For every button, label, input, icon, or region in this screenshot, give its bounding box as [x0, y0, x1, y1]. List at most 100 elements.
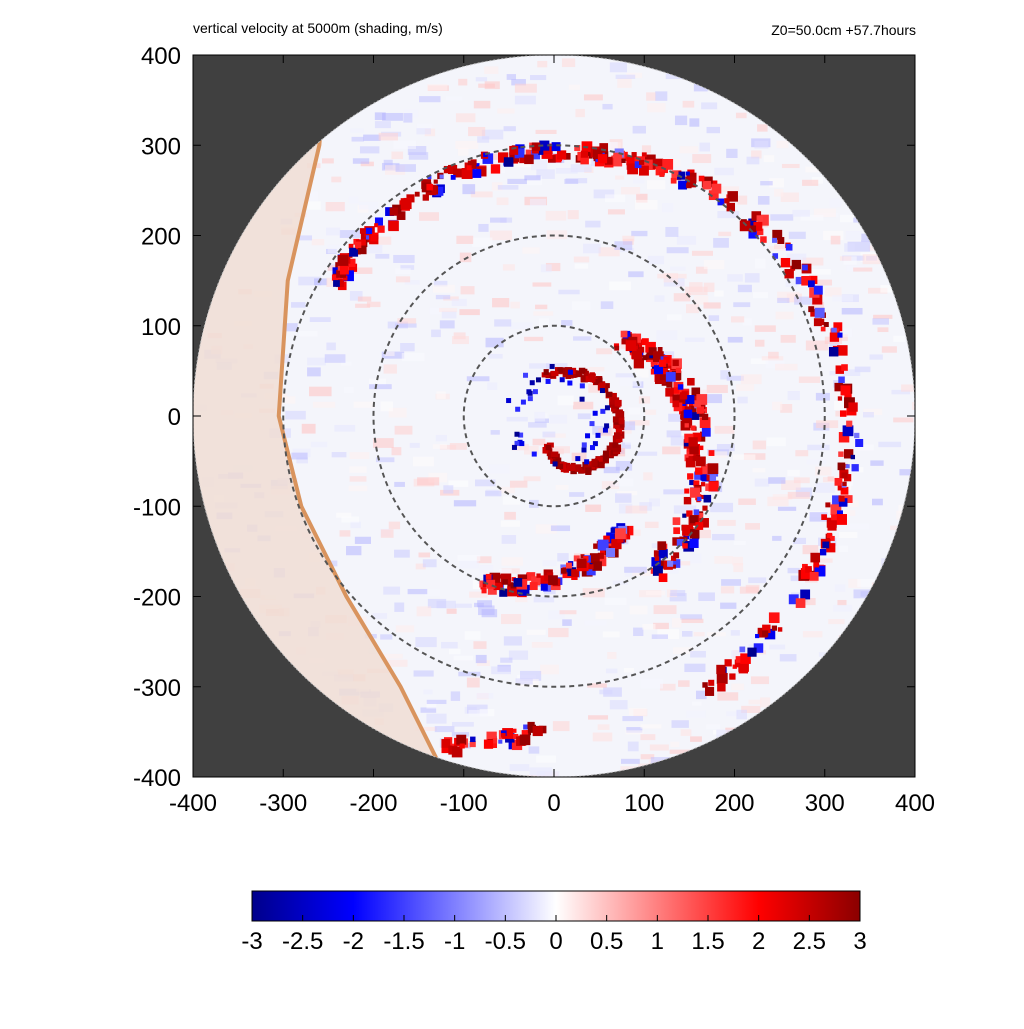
field-patch	[435, 294, 451, 300]
eyewall-cell	[615, 428, 622, 435]
field-patch	[690, 736, 702, 742]
field-patch	[811, 279, 833, 286]
field-patch	[727, 274, 743, 282]
downdraft-cell	[515, 406, 521, 412]
field-patch	[745, 523, 760, 530]
field-patch	[901, 384, 915, 392]
field-patch	[291, 302, 306, 308]
field-patch	[488, 353, 503, 359]
field-patch	[535, 524, 557, 534]
y-axis: 400 300 200 100 0 -100 -200 -300 -400	[133, 43, 915, 792]
updraft-cell	[851, 464, 859, 472]
updraft-cell	[689, 487, 701, 498]
x-tick-label: -100	[440, 790, 488, 817]
downdraft-cell	[581, 442, 587, 448]
field-patch	[484, 81, 500, 90]
field-patch	[310, 441, 328, 448]
eyewall-cell	[545, 372, 554, 379]
updraft-cell	[592, 149, 603, 160]
updraft-cell	[738, 664, 749, 674]
updraft-cell	[841, 472, 848, 479]
field-patch	[862, 254, 883, 265]
updraft-cell	[693, 509, 700, 515]
downdraft-cell	[529, 380, 535, 386]
field-patch	[449, 648, 461, 655]
updraft-cell	[695, 522, 704, 530]
colorbar: -3 -2.5 -2 -1.5 -1 -0.5 0 0.5 1 1.5 2 2.5 3	[241, 890, 867, 955]
updraft-cell	[834, 382, 843, 392]
field-patch	[533, 596, 555, 603]
field-patch	[276, 396, 296, 404]
field-patch	[839, 328, 853, 337]
field-patch	[596, 348, 613, 355]
field-patch	[588, 715, 609, 720]
field-patch	[768, 351, 779, 359]
updraft-cell	[679, 402, 688, 412]
field-patch	[674, 115, 688, 126]
field-patch	[625, 505, 648, 514]
field-patch	[654, 295, 665, 302]
updraft-cell	[829, 535, 835, 541]
field-patch	[757, 124, 768, 132]
updraft-cell	[510, 582, 517, 589]
field-patch	[489, 464, 510, 474]
field-patch	[689, 282, 703, 293]
updraft-cell	[651, 557, 661, 567]
eyewall-cell	[591, 458, 598, 467]
updraft-cell	[667, 360, 676, 369]
field-patch	[670, 266, 686, 271]
field-patch	[472, 237, 493, 247]
field-patch	[561, 320, 573, 326]
updraft-cell	[671, 564, 676, 569]
updraft-cell	[672, 400, 680, 408]
updraft-cell	[422, 194, 429, 201]
field-patch	[542, 560, 557, 567]
field-patch	[646, 92, 656, 101]
field-patch	[714, 425, 735, 434]
updraft-cell	[621, 158, 626, 163]
field-patch	[412, 456, 434, 467]
field-patch	[372, 613, 388, 619]
field-patch	[640, 754, 655, 760]
field-patch	[508, 650, 529, 660]
field-patch	[714, 167, 734, 176]
updraft-cell	[339, 265, 349, 275]
field-patch	[448, 480, 469, 487]
downdraft-cell	[600, 408, 606, 414]
colorbar-tick-label: -1.5	[383, 928, 424, 955]
field-patch	[331, 452, 347, 458]
updraft-cell	[843, 449, 854, 459]
field-patch	[514, 95, 536, 105]
updraft-cell	[749, 225, 757, 233]
updraft-cell	[845, 464, 850, 469]
updraft-cell	[625, 340, 637, 352]
field-patch	[336, 512, 352, 518]
updraft-cell	[617, 536, 624, 543]
updraft-cell	[502, 579, 508, 585]
updraft-cell	[634, 161, 642, 169]
field-patch	[353, 401, 375, 408]
updraft-cell	[772, 253, 779, 259]
field-patch	[395, 276, 411, 283]
field-patch	[351, 136, 364, 142]
field-patch	[706, 724, 721, 730]
field-patch	[689, 553, 702, 564]
updraft-cell	[689, 538, 699, 548]
updraft-cell	[524, 154, 534, 165]
field-patch	[744, 273, 760, 283]
updraft-cell	[689, 444, 699, 455]
updraft-cell	[771, 625, 777, 631]
updraft-cell	[795, 276, 804, 285]
field-patch	[417, 477, 440, 486]
field-patch	[349, 452, 370, 459]
field-patch	[346, 546, 362, 556]
x-tick-label: 400	[895, 790, 935, 817]
field-patch	[573, 336, 592, 341]
updraft-cell	[814, 307, 825, 318]
field-patch	[530, 75, 547, 81]
updraft-cell	[512, 728, 517, 733]
field-patch	[416, 128, 431, 135]
field-patch	[507, 178, 527, 185]
updraft-cell	[459, 743, 465, 749]
y-tick-label: -300	[133, 675, 181, 702]
